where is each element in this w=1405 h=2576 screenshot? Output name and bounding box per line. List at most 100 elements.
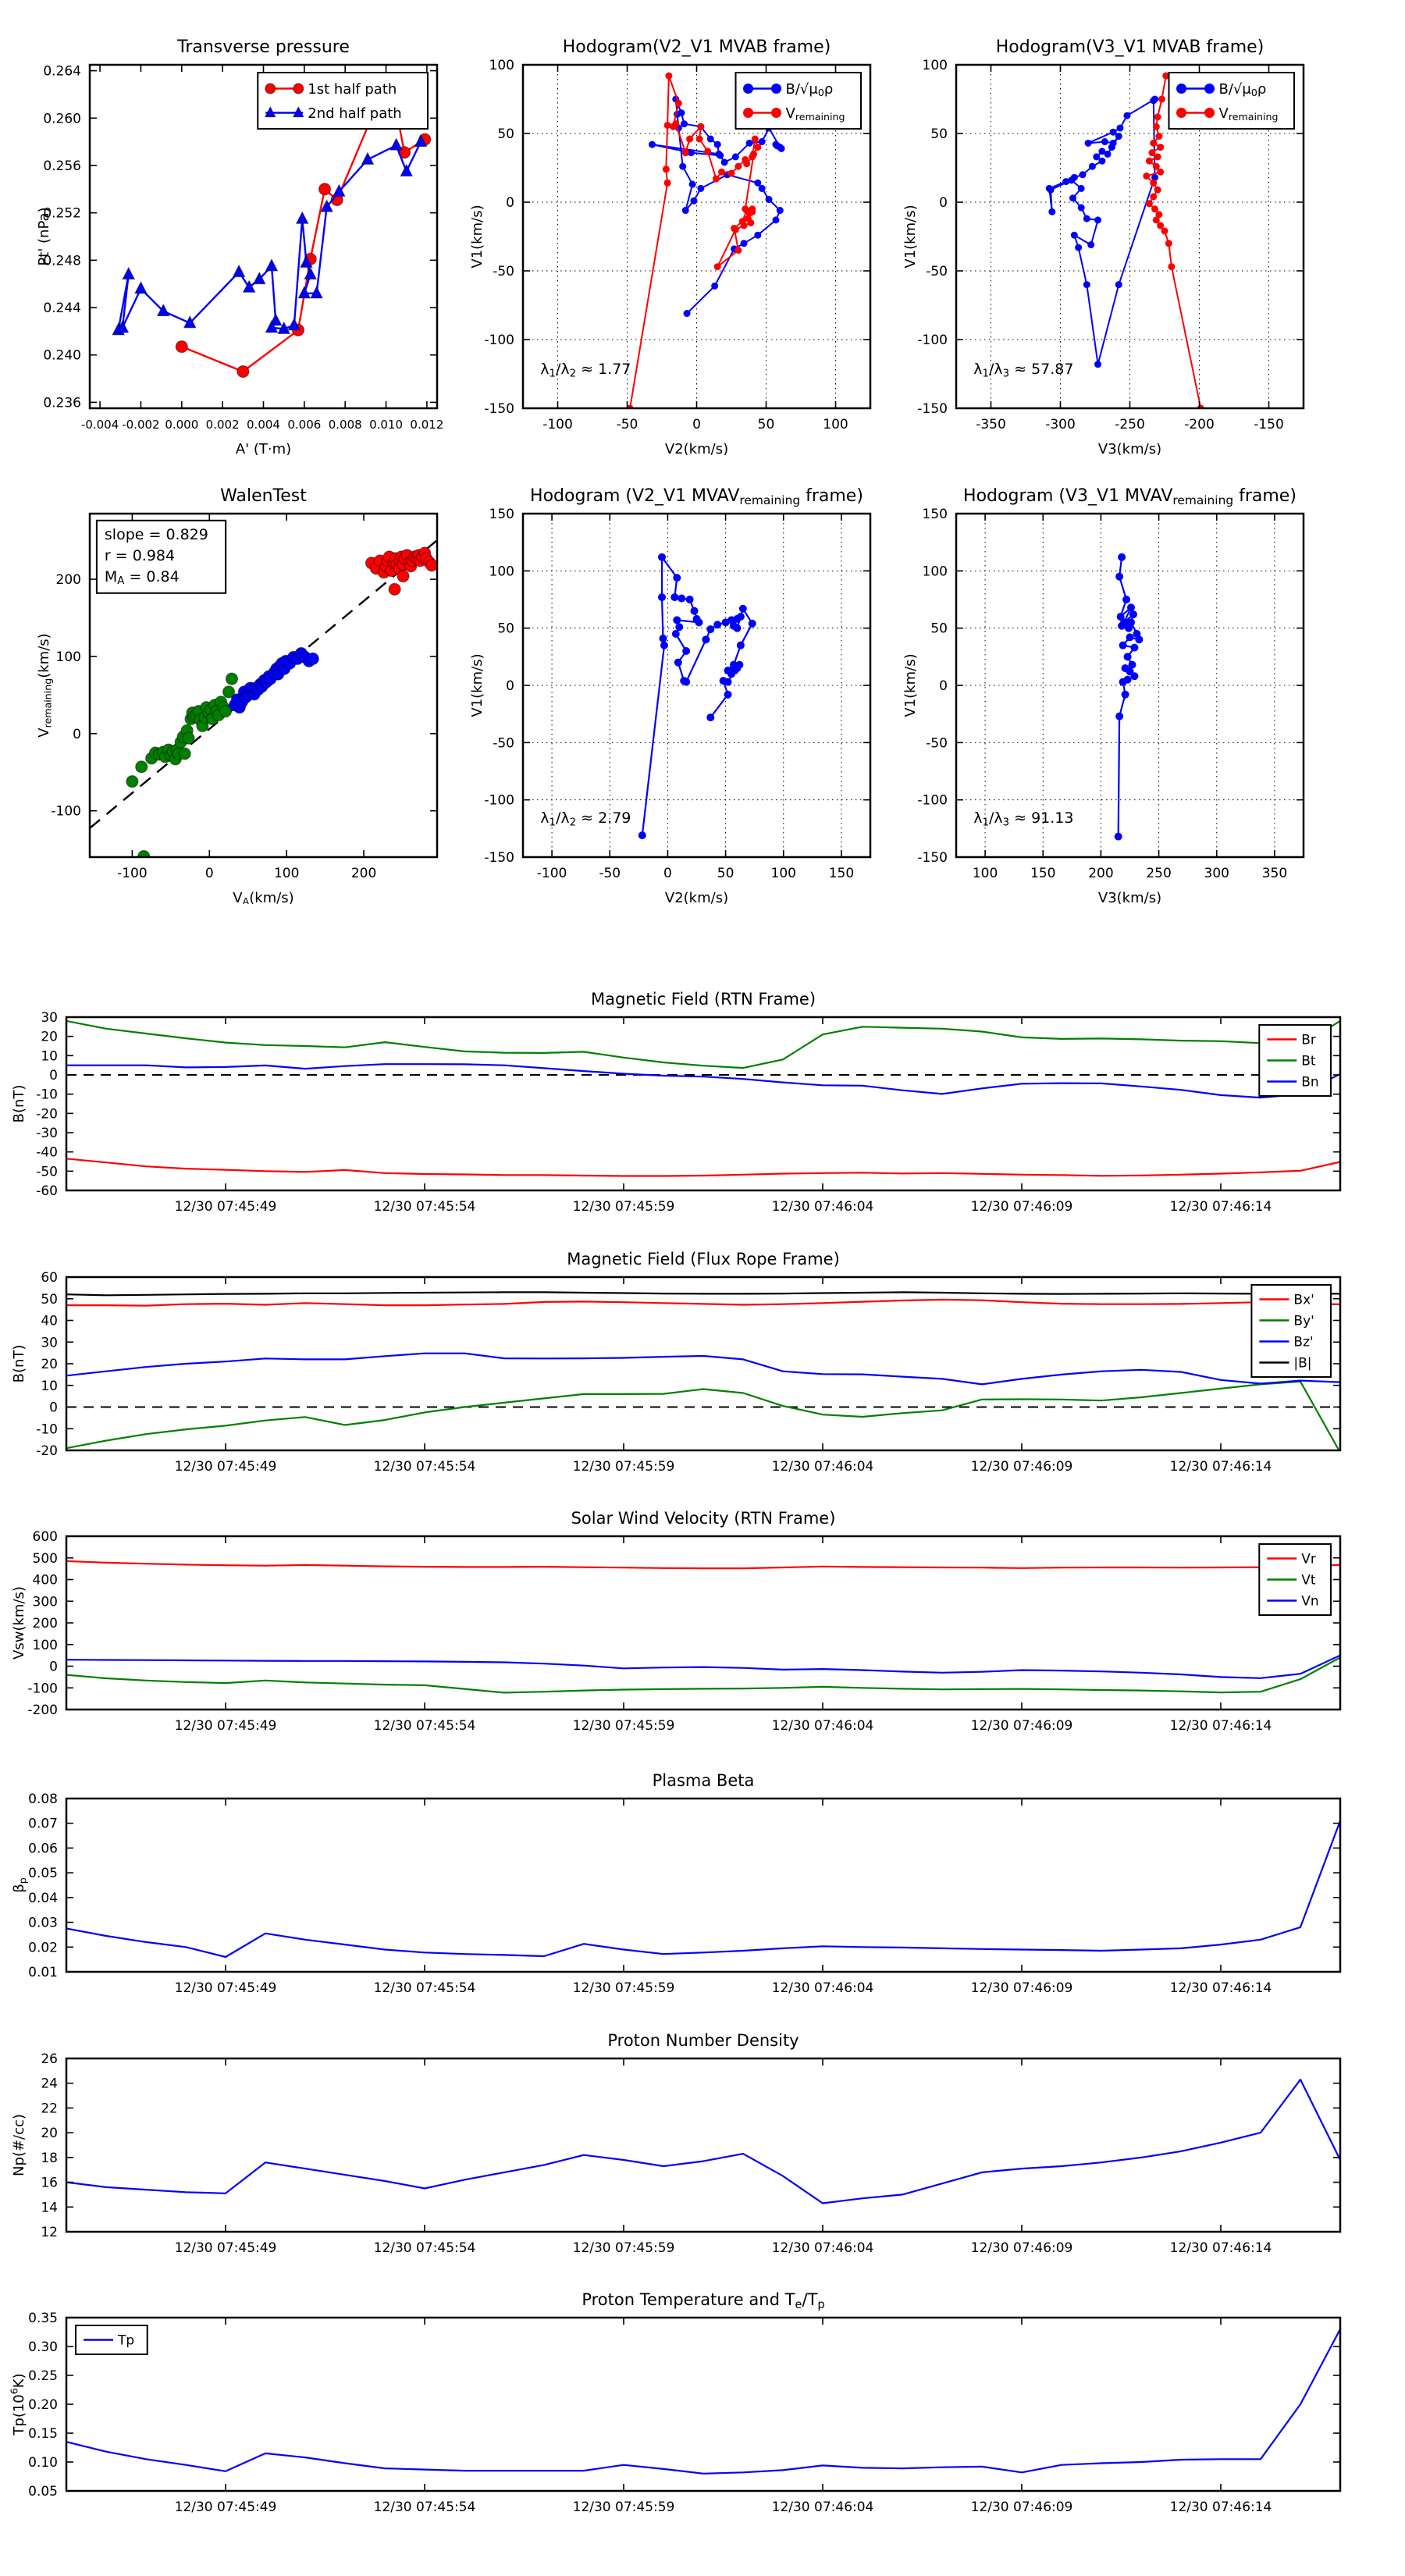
- annotation: λ1/λ2 ≈ 2.79: [540, 809, 631, 828]
- x-tick-label: 300: [1204, 866, 1229, 881]
- axes-frame: [65, 2057, 1342, 2233]
- y-tick-label: 0.25: [28, 2368, 58, 2384]
- y-axis-label: Pt' (nPa): [36, 207, 52, 265]
- x-tick-label: 250: [1146, 866, 1171, 881]
- x-axis-label: A' (T·m): [236, 441, 291, 455]
- series-V-remaining-hodogram: [638, 553, 756, 840]
- y-axis-label: Tp(106K): [8, 2373, 27, 2435]
- legend-label: Vr: [1301, 1551, 1316, 1567]
- x-tick-label: 12/30 07:45:49: [175, 1718, 277, 1734]
- chart-title: Proton Number Density: [607, 2031, 799, 2050]
- panel-hodogram-v3v1-mvab: -350 -300 -250 -200 -150 -150 -100 -50 0 50 100 Hod…: [898, 6, 1358, 455]
- legend-label: 2nd half path: [308, 105, 401, 122]
- y-tick-label: 0: [939, 195, 948, 211]
- x-tick-label: 12/30 07:45:49: [175, 1980, 277, 1996]
- y-tick-label: 200: [33, 1616, 58, 1631]
- y-tick-label: 100: [33, 1638, 58, 1653]
- x-tick-label: 150: [1030, 866, 1055, 881]
- legend-label: Bt: [1301, 1053, 1316, 1069]
- legend-label: Tp: [117, 2332, 134, 2348]
- x-tick-label: 12/30 07:46:14: [1170, 1718, 1272, 1734]
- y-tick-label: 100: [489, 564, 514, 579]
- y-tick-label: 0.06: [28, 1841, 58, 1856]
- stats-line: slope = 0.829: [105, 526, 208, 543]
- y-tick-label: -20: [36, 1443, 58, 1459]
- series-Br: [66, 1158, 1340, 1177]
- x-tick-label: 100: [274, 866, 299, 881]
- y-tick-label: 16: [41, 2176, 58, 2191]
- x-tick-label: 0.012: [410, 418, 443, 432]
- stats-line: r = 0.984: [105, 547, 175, 564]
- y-tick-label: 0.240: [43, 348, 81, 364]
- panel-solar-wind-velocity: 12/30 07:45:49 12/30 07:45:54 12/30 07:45:…: [0, 1491, 1405, 1749]
- chart-p6: 100 150 200 250 300 350 -150 -100 -50 0 50 100 150 Ho…: [902, 486, 1305, 904]
- axes-frame: [65, 2316, 1342, 2492]
- y-tick-label: 100: [56, 649, 81, 665]
- y-tick-label: 0: [506, 678, 514, 694]
- y-axis-label: Vsw(km/s): [11, 1586, 27, 1660]
- x-tick-label: 12/30 07:46:14: [1170, 2240, 1272, 2256]
- series-Bz-prime: [66, 1352, 1340, 1386]
- y-tick-label: 10: [41, 1379, 58, 1394]
- y-tick-label: -150: [484, 401, 514, 417]
- ticks: [90, 514, 437, 857]
- x-tick-label: -300: [1045, 417, 1076, 432]
- grid: [956, 513, 1304, 858]
- chart-title: Hodogram(V2_V1 MVAB frame): [563, 37, 831, 57]
- y-tick-label: -100: [917, 333, 948, 348]
- ticks: [956, 513, 1304, 858]
- legend: B/√μ0ρ Vremaining: [735, 72, 862, 130]
- x-axis-label: V3(km/s): [1098, 441, 1161, 455]
- series-V-remaining: [626, 72, 762, 408]
- y-tick-label: 0.10: [28, 2455, 58, 2471]
- y-tick-label: 14: [41, 2200, 58, 2215]
- y-tick-label: 0.236: [43, 395, 81, 411]
- ticks: [66, 1276, 1340, 1451]
- x-tick-label: -50: [599, 866, 621, 881]
- y-tick-label: 0.256: [43, 158, 81, 174]
- y-tick-label: 100: [489, 58, 514, 73]
- x-tick-label: 12/30 07:46:14: [1170, 1980, 1272, 1996]
- series-B-sqrt-mu0rho: [649, 95, 785, 318]
- panel-proton-number-density: 12/30 07:45:49 12/30 07:45:54 12/30 07:45:…: [0, 2013, 1405, 2271]
- ticks: [66, 1535, 1340, 1710]
- x-tick-label: 0.006: [287, 418, 321, 432]
- y-axis-label: V1(km/s): [469, 205, 486, 268]
- x-tick-label: 12/30 07:45:54: [374, 1980, 476, 1996]
- x-axis-label: V2(km/s): [665, 441, 728, 455]
- axes-frame: [65, 1797, 1342, 1973]
- axes-frame: [65, 1535, 1342, 1711]
- y-tick-label: 20: [41, 1030, 58, 1045]
- y-tick-label: 50: [497, 126, 514, 142]
- x-tick-label: -100: [542, 417, 573, 432]
- series-V-remaining: [1143, 72, 1204, 408]
- chart-p7: 12/30 07:45:49 12/30 07:45:54 12/30 07:45:…: [11, 990, 1342, 1215]
- chart-p9: 12/30 07:45:49 12/30 07:45:54 12/30 07:45:…: [11, 1509, 1342, 1734]
- x-tick-label: 12/30 07:46:04: [772, 1980, 874, 1996]
- chart-title: Transverse pressure: [176, 37, 350, 57]
- series-Bt: [66, 1019, 1340, 1069]
- y-tick-label: -50: [493, 264, 514, 279]
- y-tick-label: 30: [41, 1335, 58, 1350]
- legend: Bx' By' Bz' |B|: [1250, 1284, 1332, 1378]
- y-tick-label: 0.02: [28, 1940, 58, 1955]
- legend: 1st half path 2nd half path: [257, 72, 429, 130]
- y-tick-label: 0: [73, 727, 81, 742]
- legend-label: Br: [1301, 1032, 1316, 1048]
- y-axis-label: B(nT): [11, 1345, 27, 1383]
- y-tick-label: 0.260: [43, 111, 81, 126]
- x-tick-label: 12/30 07:45:59: [573, 1459, 675, 1475]
- y-tick-label: 20: [41, 1357, 58, 1372]
- x-tick-label: 0: [205, 866, 214, 881]
- x-tick-label: 0: [692, 417, 701, 432]
- y-tick-label: 150: [489, 507, 514, 522]
- y-tick-label: -100: [917, 793, 948, 809]
- ticks: [66, 2058, 1340, 2233]
- y-tick-label: -150: [484, 850, 514, 866]
- x-tick-label: 0.010: [369, 418, 403, 432]
- x-tick-label: 12/30 07:45:59: [573, 2500, 675, 2515]
- y-tick-label: 0.01: [28, 1965, 58, 1980]
- y-tick-label: 0.07: [28, 1816, 58, 1832]
- y-tick-label: 0.252: [43, 206, 81, 222]
